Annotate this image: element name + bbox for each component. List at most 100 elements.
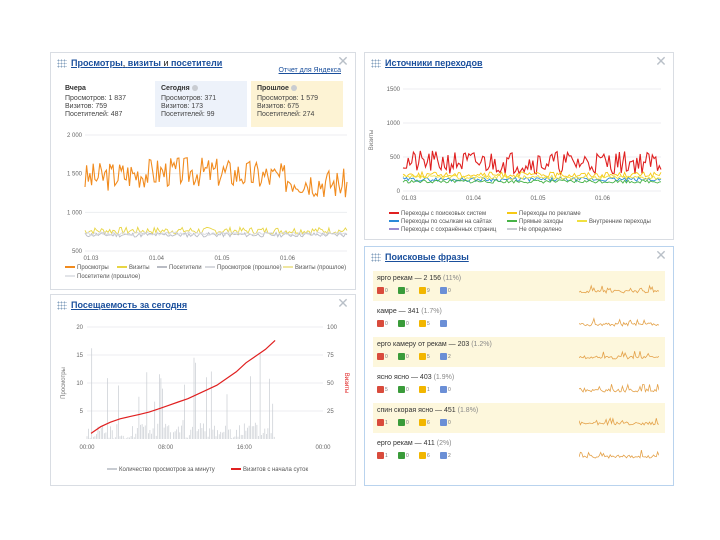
legend-swatch bbox=[507, 228, 517, 231]
search-engine-icon[interactable] bbox=[440, 287, 447, 294]
search-engine-icon[interactable] bbox=[419, 419, 426, 426]
search-engine-icon[interactable] bbox=[440, 452, 447, 459]
engine-count: 5 bbox=[427, 320, 430, 327]
close-icon[interactable]: ✕ bbox=[337, 53, 349, 69]
search-engine-icon[interactable] bbox=[377, 419, 384, 426]
close-icon[interactable]: ✕ bbox=[337, 295, 349, 311]
attendance-title[interactable]: Посещаемость за сегодня bbox=[71, 300, 188, 310]
legend-item[interactable]: Количество просмотров за минуту bbox=[107, 467, 215, 473]
y-tick-label: 0 bbox=[397, 189, 401, 195]
legend-label: Переходы с сохранённых страниц bbox=[401, 227, 497, 233]
phrase-text: камре — 341 (1.7%) bbox=[377, 308, 442, 315]
phrase-row[interactable]: ясно ясно — 403 (1.9%) 5 0 1 0 bbox=[373, 370, 665, 400]
drag-grip-icon[interactable] bbox=[57, 59, 67, 68]
box-line: Посетителей: 274 bbox=[257, 111, 315, 118]
today-box: Сегодня Просмотров: 371 Визитов: 173 Пос… bbox=[155, 81, 247, 127]
box-line: Посетителей: 99 bbox=[161, 111, 215, 118]
box-line: Посетителей: 487 bbox=[65, 111, 123, 118]
y-tick-label: 20 bbox=[76, 325, 83, 331]
legend-item[interactable]: Просмотров (прошлое) bbox=[205, 265, 282, 271]
box-title-text: Сегодня bbox=[161, 85, 190, 92]
engine-count: 0 bbox=[406, 386, 409, 393]
views-legend: Просмотры Визиты Посетители Просмотров (… bbox=[65, 265, 355, 287]
phrase-row[interactable]: ярго рекам — 2 156 (11%) 0 5 9 0 bbox=[373, 271, 665, 301]
phrase-row[interactable]: ерго камеру от рекам — 203 (1.2%) 0 0 5 2 bbox=[373, 337, 665, 367]
legend-label: Внутренние переходы bbox=[589, 219, 651, 225]
engine-count: 1 bbox=[385, 452, 388, 459]
legend-item[interactable]: Просмотры bbox=[65, 265, 109, 271]
phrase-percent: (11%) bbox=[442, 275, 462, 282]
legend-item[interactable]: Переходы с поисковых систем bbox=[389, 211, 486, 217]
help-icon[interactable] bbox=[191, 85, 198, 92]
legend-item[interactable]: Переходы по ссылкам на сайтах bbox=[389, 219, 492, 225]
search-engine-icon[interactable] bbox=[377, 287, 384, 294]
search-engine-icon[interactable] bbox=[419, 287, 426, 294]
search-engine-icon[interactable] bbox=[419, 353, 426, 360]
search-engine-icon[interactable] bbox=[440, 320, 447, 327]
legend-item[interactable]: Не определено bbox=[507, 227, 562, 233]
visits-link[interactable]: визиты bbox=[127, 58, 161, 68]
search-engine-icon[interactable] bbox=[440, 353, 447, 360]
drag-grip-icon[interactable] bbox=[371, 59, 381, 68]
views-link[interactable]: Просмотры bbox=[71, 58, 123, 68]
phrases-title[interactable]: Поисковые фразы bbox=[385, 252, 469, 262]
engine-count: 6 bbox=[427, 452, 430, 459]
legend-swatch bbox=[65, 275, 75, 278]
search-engine-icon[interactable] bbox=[419, 386, 426, 393]
legend-label: Переходы по рекламе bbox=[519, 211, 581, 217]
close-icon[interactable]: ✕ bbox=[655, 247, 667, 263]
legend-item[interactable]: Переходы по рекламе bbox=[507, 211, 581, 217]
search-engine-icon[interactable] bbox=[398, 320, 405, 327]
phrase-percent: (1.2%) bbox=[471, 341, 492, 348]
x-tick-label: 01.05 bbox=[214, 256, 230, 262]
search-engine-icon[interactable] bbox=[377, 452, 384, 459]
search-engine-icon[interactable] bbox=[398, 419, 405, 426]
x-tick-label: 01.03 bbox=[401, 196, 417, 202]
sources-title[interactable]: Источники переходов bbox=[385, 58, 483, 68]
search-engine-icon[interactable] bbox=[398, 353, 405, 360]
search-engine-icon[interactable] bbox=[398, 452, 405, 459]
x-tick-label: 01.05 bbox=[530, 196, 546, 202]
drag-grip-icon[interactable] bbox=[57, 301, 67, 310]
search-engine-icon[interactable] bbox=[398, 287, 405, 294]
box-title: Вчера bbox=[65, 85, 86, 92]
legend-item[interactable]: Переходы с сохранённых страниц bbox=[389, 227, 496, 233]
y-tick-label: 15 bbox=[76, 353, 83, 359]
legend-swatch bbox=[507, 212, 517, 215]
search-engine-icon[interactable] bbox=[419, 320, 426, 327]
legend-item[interactable]: Внутренние переходы bbox=[577, 219, 651, 225]
engine-count: 0 bbox=[448, 386, 451, 393]
search-engine-icon[interactable] bbox=[377, 386, 384, 393]
legend-item[interactable]: Визитов с начала суток bbox=[231, 467, 308, 473]
phrase-row[interactable]: спин скорая ясно — 451 (1.8%) 1 0 6 0 bbox=[373, 403, 665, 433]
search-engine-icon[interactable] bbox=[440, 386, 447, 393]
search-engine-icon[interactable] bbox=[440, 419, 447, 426]
phrase-text: ярго рекам — 2 156 (11%) bbox=[377, 275, 461, 282]
phrase-row[interactable]: ерго рекам — 411 (2%) 1 0 6 2 bbox=[373, 436, 665, 466]
legend-item[interactable]: Посетители bbox=[157, 265, 202, 271]
search-engine-icon[interactable] bbox=[377, 320, 384, 327]
y-tick-label: 2 000 bbox=[67, 133, 83, 139]
box-title: Прошлое bbox=[257, 85, 337, 93]
y-tick-label-right: 100 bbox=[327, 325, 338, 331]
engine-count: 0 bbox=[385, 353, 388, 360]
compare-report-link[interactable]: Отчет для Яндекса bbox=[278, 67, 341, 74]
search-engine-icon[interactable] bbox=[377, 353, 384, 360]
legend-item[interactable]: Визиты (прошлое) bbox=[283, 265, 346, 271]
close-icon[interactable]: ✕ bbox=[655, 53, 667, 69]
help-icon[interactable] bbox=[290, 85, 297, 92]
search-engine-icon[interactable] bbox=[419, 452, 426, 459]
phrase-row[interactable]: камре — 341 (1.7%) 0 0 5 bbox=[373, 304, 665, 334]
legend-item[interactable]: Прямые заходы bbox=[507, 219, 563, 225]
sparkline-path bbox=[579, 417, 659, 427]
search-engine-icon[interactable] bbox=[398, 386, 405, 393]
y-tick-label: 1500 bbox=[387, 87, 401, 93]
series-line bbox=[402, 174, 662, 181]
series-line bbox=[402, 179, 662, 184]
legend-swatch bbox=[389, 212, 399, 215]
legend-item[interactable]: Визиты bbox=[117, 265, 150, 271]
drag-grip-icon[interactable] bbox=[371, 253, 381, 262]
legend-item[interactable]: Посетители (прошлое) bbox=[65, 274, 140, 280]
visitors-link[interactable]: посетители bbox=[171, 58, 223, 68]
